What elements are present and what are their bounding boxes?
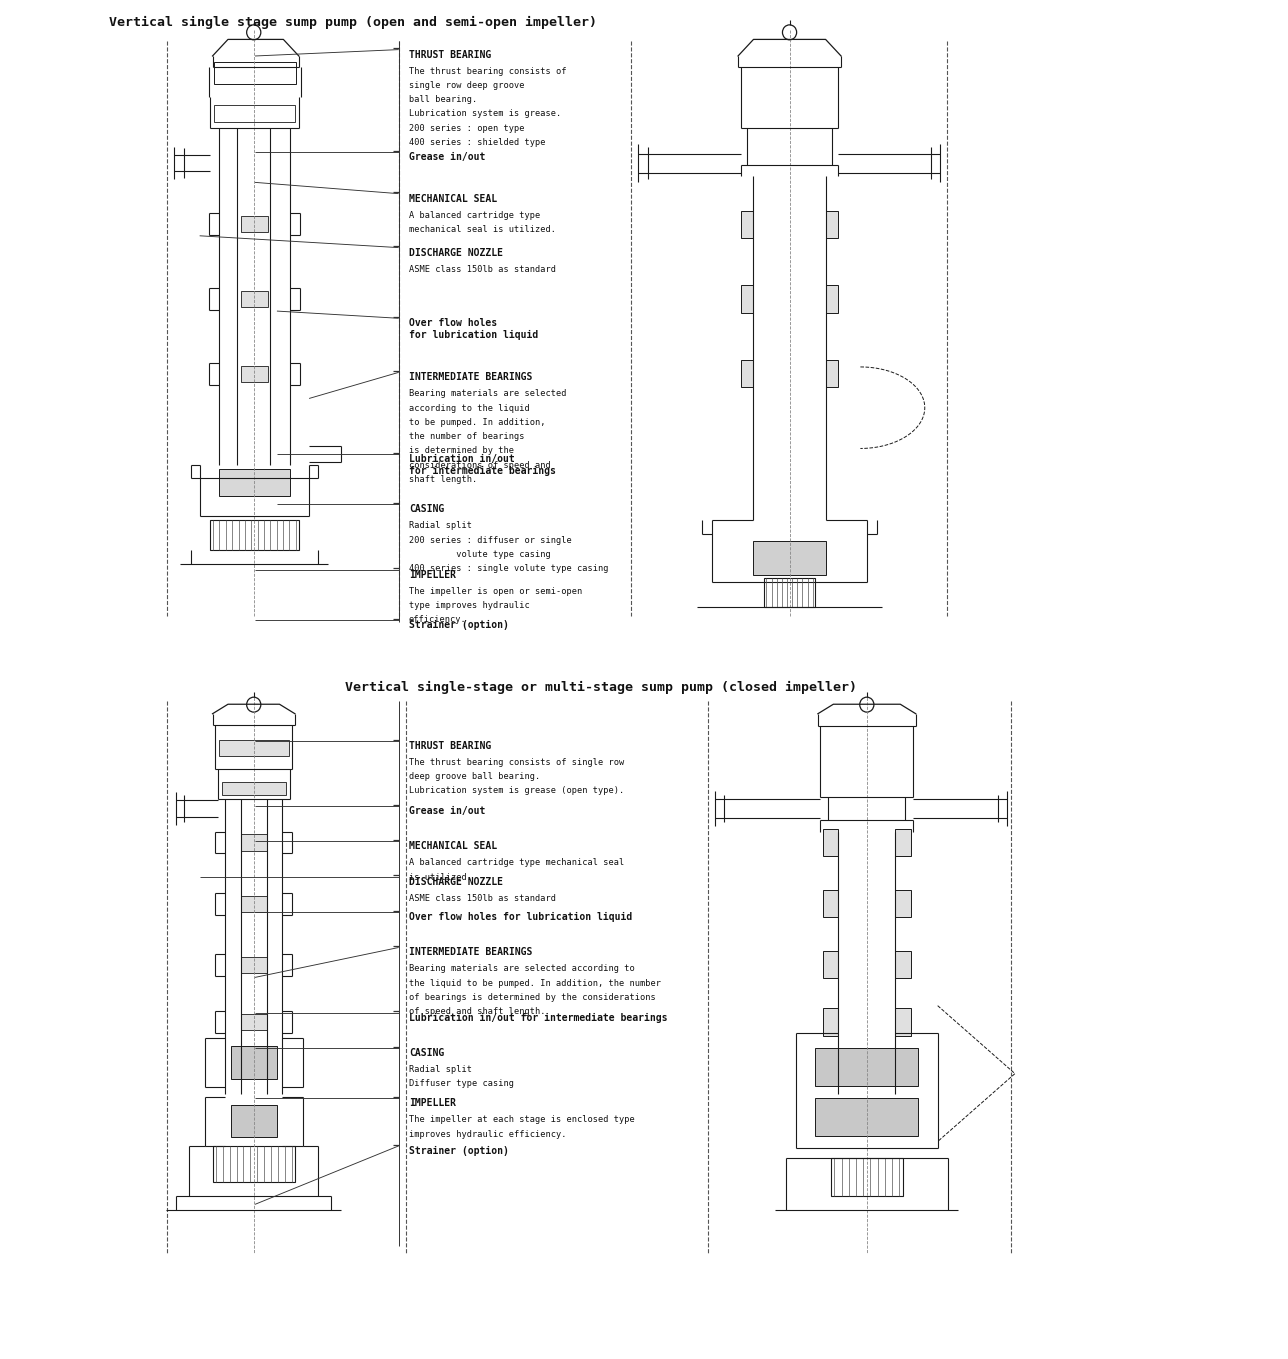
Bar: [753, 541, 826, 575]
Text: the liquid to be pumped. In addition, the number: the liquid to be pumped. In addition, th…: [410, 978, 661, 988]
Text: according to the liquid: according to the liquid: [410, 404, 529, 413]
Text: A balanced cartridge type: A balanced cartridge type: [410, 211, 540, 220]
Text: improves hydraulic efficiency.: improves hydraulic efficiency.: [410, 1129, 567, 1139]
Bar: [826, 211, 838, 238]
Text: 200 series : open type: 200 series : open type: [410, 124, 524, 133]
Bar: [231, 1046, 277, 1079]
Bar: [241, 896, 267, 912]
Text: single row deep groove: single row deep groove: [410, 80, 524, 90]
Text: type improves hydraulic: type improves hydraulic: [410, 601, 529, 610]
Text: THRUST BEARING: THRUST BEARING: [410, 49, 491, 60]
Text: Bearing materials are selected according to: Bearing materials are selected according…: [410, 965, 635, 973]
Text: CASING: CASING: [410, 504, 444, 515]
Bar: [219, 739, 289, 756]
Bar: [241, 957, 267, 973]
Text: IMPELLER: IMPELLER: [410, 1098, 456, 1109]
Bar: [895, 890, 911, 917]
Bar: [823, 829, 838, 856]
Text: 200 series : diffuser or single: 200 series : diffuser or single: [410, 535, 572, 545]
Bar: [214, 106, 295, 122]
Text: MECHANICAL SEAL: MECHANICAL SEAL: [410, 841, 497, 852]
Text: mechanical seal is utilized.: mechanical seal is utilized.: [410, 224, 556, 234]
Text: IMPELLER: IMPELLER: [410, 569, 456, 580]
Text: Bearing materials are selected: Bearing materials are selected: [410, 389, 567, 398]
Bar: [219, 469, 290, 496]
Bar: [231, 1105, 277, 1137]
Text: The thrust bearing consists of: The thrust bearing consists of: [410, 67, 567, 76]
Text: Lubrication in/out for intermediate bearings: Lubrication in/out for intermediate bear…: [410, 1012, 667, 1023]
Text: ASME class 150lb as standard: ASME class 150lb as standard: [410, 265, 556, 273]
Bar: [241, 216, 268, 232]
Text: THRUST BEARING: THRUST BEARING: [410, 741, 491, 752]
Bar: [895, 1008, 911, 1036]
Text: The impeller at each stage is enclosed type: The impeller at each stage is enclosed t…: [410, 1116, 635, 1124]
Bar: [826, 285, 838, 313]
Text: DISCHARGE NOZZLE: DISCHARGE NOZZLE: [410, 247, 502, 258]
Text: considerations of speed and: considerations of speed and: [410, 461, 551, 470]
Text: Lubrication in/out
for intermediate bearings: Lubrication in/out for intermediate bear…: [410, 454, 556, 476]
Bar: [826, 360, 838, 387]
Text: Vertical single stage sump pump (open and semi-open impeller): Vertical single stage sump pump (open an…: [109, 16, 598, 29]
Text: volute type casing: volute type casing: [410, 550, 551, 559]
Text: of speed and shaft length.: of speed and shaft length.: [410, 1007, 545, 1017]
Bar: [823, 890, 838, 917]
Text: A balanced cartridge type mechanical seal: A balanced cartridge type mechanical sea…: [410, 859, 625, 867]
Text: Vertical single-stage or multi-stage sump pump (closed impeller): Vertical single-stage or multi-stage sum…: [345, 681, 858, 694]
Text: Grease in/out: Grease in/out: [410, 152, 486, 163]
Bar: [241, 291, 268, 307]
Text: Radial split: Radial split: [410, 1065, 471, 1074]
Bar: [823, 951, 838, 978]
Text: is utilized.: is utilized.: [410, 872, 471, 882]
Bar: [895, 951, 911, 978]
Text: INTERMEDIATE BEARINGS: INTERMEDIATE BEARINGS: [410, 372, 532, 382]
Bar: [741, 285, 753, 313]
Text: The impeller is open or semi-open: The impeller is open or semi-open: [410, 587, 582, 595]
Text: ASME class 150lb as standard: ASME class 150lb as standard: [410, 894, 556, 902]
Bar: [222, 781, 286, 795]
Text: Strainer (option): Strainer (option): [410, 1146, 509, 1157]
Text: MECHANICAL SEAL: MECHANICAL SEAL: [410, 194, 497, 204]
Bar: [815, 1048, 918, 1086]
Text: Grease in/out: Grease in/out: [410, 806, 486, 817]
Text: Over flow holes
for lubrication liquid: Over flow holes for lubrication liquid: [410, 318, 538, 340]
Text: shaft length.: shaft length.: [410, 474, 477, 484]
Text: 400 series : shielded type: 400 series : shielded type: [410, 139, 545, 147]
Text: deep groove ball bearing.: deep groove ball bearing.: [410, 772, 540, 781]
Text: is determined by the: is determined by the: [410, 446, 514, 455]
Text: the number of bearings: the number of bearings: [410, 432, 524, 442]
Text: ball bearing.: ball bearing.: [410, 95, 477, 105]
Text: Strainer (option): Strainer (option): [410, 620, 509, 631]
Text: Lubrication system is grease.: Lubrication system is grease.: [410, 109, 562, 118]
Text: DISCHARGE NOZZLE: DISCHARGE NOZZLE: [410, 877, 502, 887]
Bar: [241, 366, 268, 382]
Text: Radial split: Radial split: [410, 522, 471, 530]
Text: Diffuser type casing: Diffuser type casing: [410, 1079, 514, 1089]
Bar: [764, 578, 815, 607]
Bar: [815, 1098, 918, 1136]
Text: of bearings is determined by the considerations: of bearings is determined by the conside…: [410, 993, 656, 1002]
Text: Over flow holes for lubrication liquid: Over flow holes for lubrication liquid: [410, 912, 632, 923]
Text: to be pumped. In addition,: to be pumped. In addition,: [410, 419, 545, 427]
Bar: [831, 1158, 903, 1196]
Bar: [741, 360, 753, 387]
Bar: [241, 1014, 267, 1030]
Bar: [823, 1008, 838, 1036]
Bar: [741, 211, 753, 238]
Text: The thrust bearing consists of single row: The thrust bearing consists of single ro…: [410, 758, 625, 766]
Text: efficiency.: efficiency.: [410, 616, 466, 624]
Bar: [214, 63, 296, 84]
Bar: [241, 834, 267, 851]
Text: CASING: CASING: [410, 1048, 444, 1059]
Bar: [895, 829, 911, 856]
Bar: [213, 1146, 295, 1182]
Text: INTERMEDIATE BEARINGS: INTERMEDIATE BEARINGS: [410, 947, 532, 958]
Text: Lubrication system is grease (open type).: Lubrication system is grease (open type)…: [410, 787, 625, 795]
Bar: [210, 520, 299, 550]
Text: 400 series : single volute type casing: 400 series : single volute type casing: [410, 564, 608, 573]
